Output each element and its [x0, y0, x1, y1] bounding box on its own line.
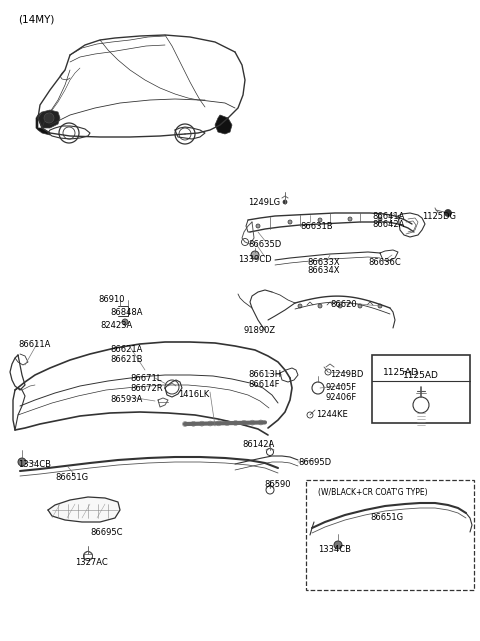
Text: 1416LK: 1416LK: [178, 390, 209, 399]
Circle shape: [44, 113, 54, 123]
Text: (W/BLACK+CR COAT'G TYPE): (W/BLACK+CR COAT'G TYPE): [318, 488, 428, 497]
Polygon shape: [215, 115, 232, 134]
Text: 86621B: 86621B: [110, 355, 143, 364]
Text: 82423A: 82423A: [100, 321, 132, 330]
Text: 86631B: 86631B: [300, 222, 333, 231]
Text: 86695C: 86695C: [90, 528, 122, 537]
Text: 86633X: 86633X: [307, 258, 340, 267]
Circle shape: [288, 220, 292, 224]
Text: 91890Z: 91890Z: [244, 326, 276, 335]
Circle shape: [250, 420, 255, 425]
Circle shape: [258, 420, 264, 425]
Text: 1125AD: 1125AD: [383, 368, 419, 377]
Text: 1327AC: 1327AC: [75, 558, 108, 567]
Text: 86635D: 86635D: [248, 240, 281, 249]
Circle shape: [298, 304, 302, 308]
Text: 86614F: 86614F: [248, 380, 279, 389]
Text: 1249BD: 1249BD: [330, 370, 363, 379]
Circle shape: [199, 421, 204, 426]
Circle shape: [334, 541, 342, 549]
Text: 86695D: 86695D: [298, 458, 331, 467]
Circle shape: [378, 304, 382, 308]
Text: (14MY): (14MY): [18, 15, 54, 25]
Text: 86848A: 86848A: [110, 308, 143, 317]
Circle shape: [225, 420, 229, 426]
Circle shape: [233, 420, 238, 426]
Text: 86613H: 86613H: [248, 370, 281, 379]
Circle shape: [348, 217, 352, 221]
Circle shape: [378, 217, 382, 221]
Circle shape: [358, 304, 362, 308]
Bar: [372, 355, 470, 423]
Text: 86590: 86590: [264, 480, 290, 489]
Circle shape: [122, 319, 128, 325]
Text: 86642A: 86642A: [372, 220, 404, 229]
Text: 92405F: 92405F: [326, 383, 357, 392]
Text: 1334CB: 1334CB: [18, 460, 51, 469]
Circle shape: [191, 421, 196, 426]
Text: 86593A: 86593A: [110, 395, 143, 404]
Text: 86651G: 86651G: [55, 473, 88, 482]
Circle shape: [208, 421, 213, 426]
Text: 86672R: 86672R: [130, 384, 163, 393]
Circle shape: [338, 304, 342, 308]
Text: 1125AD: 1125AD: [403, 370, 439, 379]
Polygon shape: [36, 112, 50, 135]
Text: 86142A: 86142A: [242, 440, 274, 449]
Circle shape: [216, 421, 221, 426]
Text: 86641A: 86641A: [372, 212, 404, 221]
Circle shape: [318, 304, 322, 308]
Text: 1334CB: 1334CB: [318, 545, 351, 554]
Text: 92406F: 92406F: [326, 393, 357, 402]
Text: 86671L: 86671L: [130, 374, 161, 383]
Polygon shape: [48, 497, 120, 522]
Text: 86636C: 86636C: [368, 258, 401, 267]
Text: 86634X: 86634X: [307, 266, 339, 275]
Polygon shape: [38, 110, 60, 128]
Circle shape: [182, 422, 188, 426]
Text: 1244KE: 1244KE: [316, 410, 348, 419]
Text: 86621A: 86621A: [110, 345, 143, 354]
Circle shape: [283, 200, 287, 204]
Circle shape: [251, 251, 259, 259]
Text: 86611A: 86611A: [18, 340, 50, 349]
Circle shape: [241, 420, 246, 426]
Text: 86910: 86910: [98, 295, 124, 304]
Bar: [306, 480, 474, 590]
Circle shape: [18, 458, 26, 466]
Text: 1125DG: 1125DG: [422, 212, 456, 221]
Circle shape: [256, 224, 260, 228]
Text: 1249LG: 1249LG: [248, 198, 280, 207]
Circle shape: [444, 210, 452, 217]
Circle shape: [318, 218, 322, 222]
Text: 86651G: 86651G: [370, 513, 403, 522]
Text: 86620: 86620: [330, 300, 357, 309]
Text: 1339CD: 1339CD: [238, 255, 272, 264]
